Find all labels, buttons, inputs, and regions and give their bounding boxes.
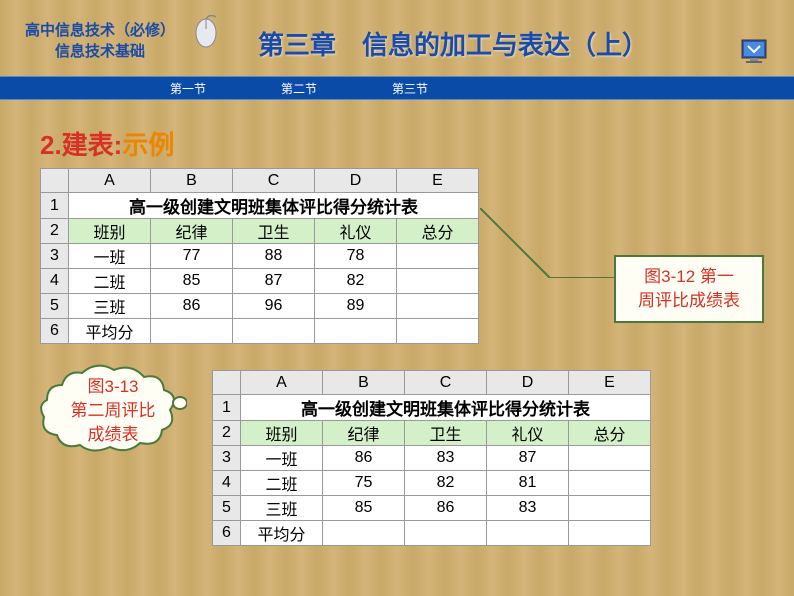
cell: 86 xyxy=(405,496,487,521)
nav-item-1[interactable]: 第一节 xyxy=(170,80,206,97)
cell: 77 xyxy=(151,244,233,269)
course-header: 高中信息技术（必修） 信息技术基础 xyxy=(25,20,175,62)
cell: 一班 xyxy=(241,446,323,471)
cell: 平均分 xyxy=(241,521,323,546)
cell: 二班 xyxy=(69,269,151,294)
col-e: E xyxy=(569,371,651,395)
cell: 87 xyxy=(233,269,315,294)
rownum: 2 xyxy=(213,421,241,446)
cell: 75 xyxy=(323,471,405,496)
course-line2: 信息技术基础 xyxy=(25,41,175,62)
cell: 二班 xyxy=(241,471,323,496)
cell: 85 xyxy=(151,269,233,294)
table-title: 高一级创建文明班集体评比得分统计表 xyxy=(241,395,651,421)
cell: 89 xyxy=(315,294,397,319)
section-prefix: 2.建表: xyxy=(40,130,122,160)
chapter-title: 第三章 信息的加工与表达（上） xyxy=(258,25,648,62)
cell: 平均分 xyxy=(69,319,151,344)
hdr: 卫生 xyxy=(233,219,315,244)
cell xyxy=(569,471,651,496)
col-a: A xyxy=(241,371,323,395)
rownum: 1 xyxy=(213,395,241,421)
cell xyxy=(323,521,405,546)
cloud-line2: 第二周评比 xyxy=(58,399,168,423)
cell: 83 xyxy=(487,496,569,521)
col-d: D xyxy=(315,169,397,193)
monitor-icon xyxy=(740,38,768,64)
corner-cell xyxy=(41,169,69,193)
callout-line1: 图3-12 第一 xyxy=(626,265,752,289)
rownum: 3 xyxy=(213,446,241,471)
cell: 86 xyxy=(151,294,233,319)
table-title: 高一级创建文明班集体评比得分统计表 xyxy=(69,193,479,219)
hdr: 班别 xyxy=(69,219,151,244)
cell xyxy=(397,269,479,294)
hdr: 卫生 xyxy=(405,421,487,446)
spreadsheet-week2: A B C D E 1 高一级创建文明班集体评比得分统计表 2 班别 纪律 卫生… xyxy=(212,370,651,546)
rownum: 5 xyxy=(213,496,241,521)
mouse-icon xyxy=(192,15,220,50)
rownum: 2 xyxy=(41,219,69,244)
cell xyxy=(151,319,233,344)
cell xyxy=(569,521,651,546)
hdr: 纪律 xyxy=(323,421,405,446)
rownum: 4 xyxy=(213,471,241,496)
cell: 96 xyxy=(233,294,315,319)
cell: 三班 xyxy=(241,496,323,521)
rownum: 6 xyxy=(41,319,69,344)
hdr: 礼仪 xyxy=(315,219,397,244)
cell: 一班 xyxy=(69,244,151,269)
course-line1: 高中信息技术（必修） xyxy=(25,20,175,41)
cell: 82 xyxy=(315,269,397,294)
cell xyxy=(315,319,397,344)
cell: 83 xyxy=(405,446,487,471)
col-a: A xyxy=(69,169,151,193)
cell xyxy=(569,496,651,521)
cell: 78 xyxy=(315,244,397,269)
nav-item-2[interactable]: 第二节 xyxy=(281,80,317,97)
nav-item-3[interactable]: 第三节 xyxy=(392,80,428,97)
cell xyxy=(397,319,479,344)
rownum: 6 xyxy=(213,521,241,546)
section-suffix: 示例 xyxy=(122,130,174,160)
cloud-line1: 图3-13 xyxy=(58,375,168,399)
cell xyxy=(405,521,487,546)
hdr: 礼仪 xyxy=(487,421,569,446)
rownum: 3 xyxy=(41,244,69,269)
cell: 85 xyxy=(323,496,405,521)
nav-bar: 第一节 第二节 第三节 xyxy=(0,76,794,100)
cell xyxy=(233,319,315,344)
callout-fig-3-12: 图3-12 第一 周评比成绩表 xyxy=(614,255,764,323)
hdr: 纪律 xyxy=(151,219,233,244)
col-b: B xyxy=(151,169,233,193)
corner-cell xyxy=(213,371,241,395)
cell: 86 xyxy=(323,446,405,471)
cell: 87 xyxy=(487,446,569,471)
callout-line2: 周评比成绩表 xyxy=(626,289,752,313)
cell xyxy=(569,446,651,471)
cell: 88 xyxy=(233,244,315,269)
cell: 三班 xyxy=(69,294,151,319)
col-d: D xyxy=(487,371,569,395)
spreadsheet-week1: A B C D E 1 高一级创建文明班集体评比得分统计表 2 班别 纪律 卫生… xyxy=(40,168,479,344)
hdr: 班别 xyxy=(241,421,323,446)
cell: 82 xyxy=(405,471,487,496)
cell xyxy=(397,294,479,319)
rownum: 4 xyxy=(41,269,69,294)
col-c: C xyxy=(233,169,315,193)
rownum: 5 xyxy=(41,294,69,319)
cloud-line3: 成绩表 xyxy=(58,423,168,447)
col-e: E xyxy=(397,169,479,193)
rownum: 1 xyxy=(41,193,69,219)
cloud-callout-text: 图3-13 第二周评比 成绩表 xyxy=(58,375,168,446)
hdr: 总分 xyxy=(569,421,651,446)
col-c: C xyxy=(405,371,487,395)
col-b: B xyxy=(323,371,405,395)
cell xyxy=(397,244,479,269)
section-title: 2.建表:示例 xyxy=(40,125,174,162)
cell: 81 xyxy=(487,471,569,496)
cell xyxy=(487,521,569,546)
hdr: 总分 xyxy=(397,219,479,244)
